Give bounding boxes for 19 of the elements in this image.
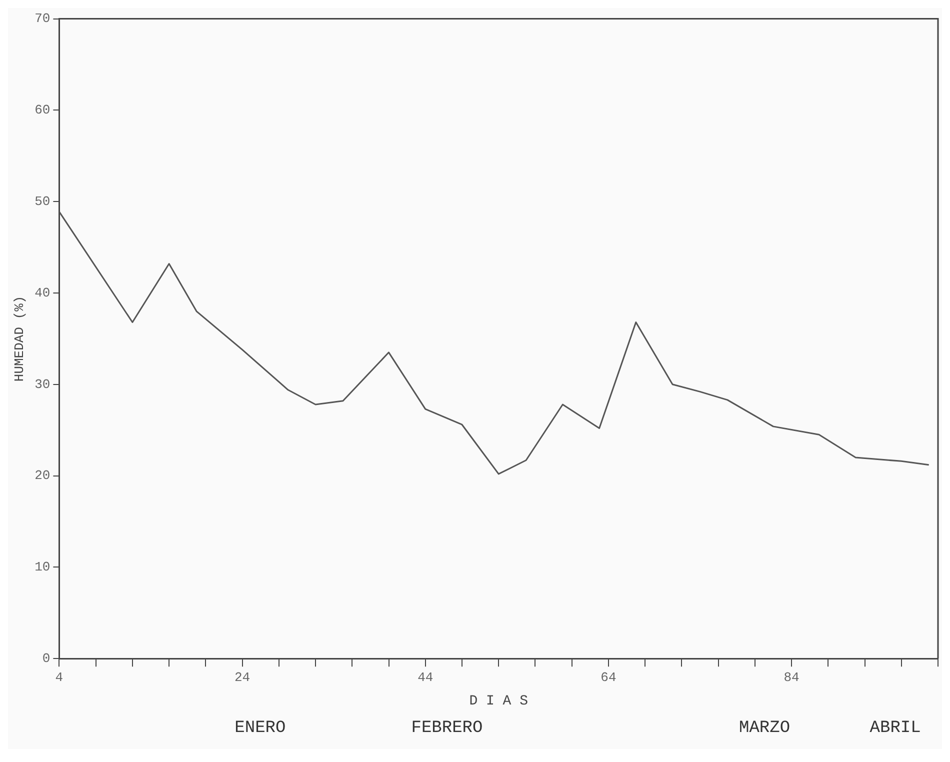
text: ENERO xyxy=(234,719,286,738)
y-tick-label: 60 xyxy=(34,102,50,118)
text: FEBRERO xyxy=(411,719,483,738)
text: MARZO xyxy=(739,719,790,738)
y-tick-label: 40 xyxy=(34,285,50,300)
y-axis-title: HUMEDAD (%) xyxy=(12,296,28,382)
x-tick-label: 64 xyxy=(600,670,616,685)
x-tick-label: 24 xyxy=(234,670,250,685)
y-tick-label: 20 xyxy=(34,468,50,484)
text: ABRIL xyxy=(870,719,921,738)
x-tick-label: 4 xyxy=(55,670,64,685)
x-axis-title: D I A S xyxy=(469,693,528,710)
x-tick-label: 44 xyxy=(418,670,434,685)
y-tick-label: 70 xyxy=(34,11,50,26)
y-tick-label: 10 xyxy=(34,560,50,575)
y-tick-label: 50 xyxy=(34,194,50,210)
y-tick-label: 30 xyxy=(34,376,50,392)
x-tick-label: 84 xyxy=(784,670,800,685)
y-tick-label: 0 xyxy=(42,651,50,666)
